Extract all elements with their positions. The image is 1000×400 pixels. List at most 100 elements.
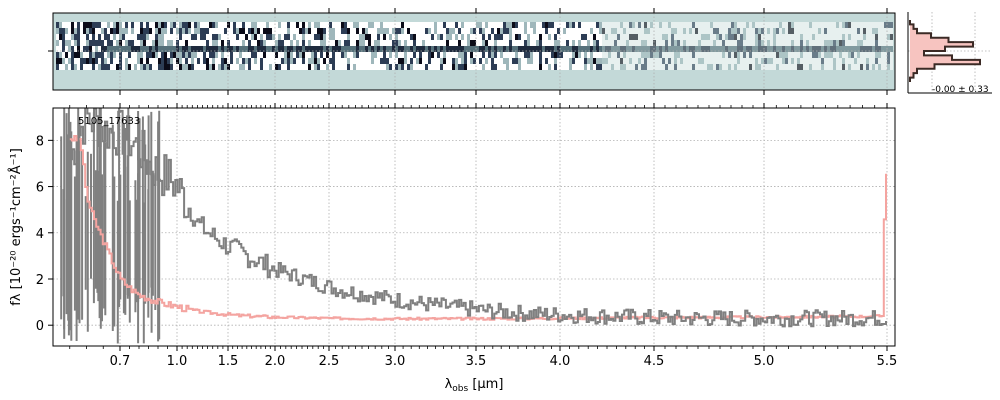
spectrum-2d-pixel — [392, 58, 395, 64]
spectrum-2d-pixel — [305, 46, 308, 52]
spectrum-2d-pixel — [299, 40, 302, 46]
spectrum-2d-pixel — [707, 64, 710, 70]
spectrum-2d-pixel — [680, 58, 683, 64]
spectrum-2d-pixel — [542, 34, 545, 40]
spectrum-2d-pixel — [227, 22, 230, 28]
spectrum-2d-pixel — [716, 40, 719, 46]
spectrum-2d-pixel — [833, 64, 836, 70]
spectrum-2d-pixel — [335, 64, 338, 70]
spectrum-2d-pixel — [230, 40, 233, 46]
spectrum-2d-pixel — [515, 40, 518, 46]
spectrum-2d-pixel — [698, 46, 701, 52]
spectrum-2d-pixel — [95, 52, 98, 58]
spectrum-2d-pixel — [548, 28, 551, 34]
spectrum-2d-pixel — [374, 64, 377, 70]
spectrum-2d-pixel — [251, 34, 254, 40]
spectrum-2d-pixel — [581, 34, 584, 40]
spectrum-2d-pixel — [707, 28, 710, 34]
spectrum-2d-pixel — [689, 64, 692, 70]
spectrum-2d-pixel — [638, 52, 641, 58]
spectrum-2d-pixel — [599, 22, 602, 28]
spectrum-2d-pixel — [437, 52, 440, 58]
spectrum-2d-pixel — [302, 28, 305, 34]
spectrum-2d-pixel — [257, 46, 260, 52]
spectrum-2d-pixel — [302, 34, 305, 40]
spectrum-2d-pixel — [116, 52, 119, 58]
spectrum-2d-pixel — [662, 58, 665, 64]
spectrum-2d-pixel — [686, 58, 689, 64]
spectrum-2d-pixel — [206, 22, 209, 28]
spectrum-2d-pixel — [251, 46, 254, 52]
spectrum-2d-pixel — [659, 40, 662, 46]
spectrum-2d-pixel — [89, 40, 92, 46]
spectrum-2d-pixel — [827, 34, 830, 40]
spectrum-2d-pixel — [167, 28, 170, 34]
spectrum-2d-pixel — [872, 34, 875, 40]
spectrum-2d-pixel — [590, 52, 593, 58]
spectrum-2d-pixel — [578, 40, 581, 46]
spectrum-2d-pixel — [578, 28, 581, 34]
spectrum-2d-pixel — [518, 46, 521, 52]
spectrum-2d-pixel — [344, 52, 347, 58]
spectrum-2d-pixel — [809, 22, 812, 28]
spectrum-2d-pixel — [890, 40, 893, 46]
spectrum-2d-pixel — [569, 52, 572, 58]
spectrum-2d-pixel — [146, 52, 149, 58]
spectrum-2d-pixel — [338, 28, 341, 34]
spectrum-2d-pixel — [524, 58, 527, 64]
spectrum-2d-pixel — [656, 58, 659, 64]
x-tick-label: 1.0 — [167, 354, 188, 369]
spectrum-2d-pixel — [815, 34, 818, 40]
spectrum-2d-pixel — [107, 28, 110, 34]
spectrum-2d-pixel — [248, 28, 251, 34]
spectrum-2d-pixel — [389, 64, 392, 70]
spectrum-2d-pixel — [653, 28, 656, 34]
spectrum-2d-pixel — [350, 34, 353, 40]
spectrum-2d-pixel — [374, 46, 377, 52]
spectrum-2d-pixel — [632, 22, 635, 28]
spectrum-2d-pixel — [755, 34, 758, 40]
spectrum-2d-pixel — [581, 46, 584, 52]
spectrum-2d-pixel — [674, 52, 677, 58]
spectrum-2d-pixel — [245, 64, 248, 70]
spectrum-2d-pixel — [362, 28, 365, 34]
spectrum-2d-pixel — [815, 64, 818, 70]
spectrum-2d-pixel — [875, 46, 878, 52]
spectrum-2d-pixel — [80, 22, 83, 28]
spectrum-2d-pixel — [848, 34, 851, 40]
spectrum-2d-pixel — [590, 34, 593, 40]
spectrum-2d-pixel — [77, 34, 80, 40]
spectrum-2d-pixel — [68, 64, 71, 70]
spectrum-2d-pixel — [818, 40, 821, 46]
spectrum-2d-pixel — [284, 22, 287, 28]
spectrum-2d-pixel — [164, 64, 167, 70]
spectrum-2d-pixel — [668, 46, 671, 52]
spectrum-2d-pixel — [803, 34, 806, 40]
spectrum-2d-pixel — [353, 58, 356, 64]
spectrum-2d-pixel — [494, 46, 497, 52]
spectrum-2d-pixel — [200, 34, 203, 40]
spectrum-2d-pixel — [827, 64, 830, 70]
spectrum-2d-pixel — [389, 40, 392, 46]
spectrum-2d-pixel — [581, 58, 584, 64]
spectrum-2d-pixel — [254, 40, 257, 46]
spectrum-2d-pixel — [830, 52, 833, 58]
spectrum-2d-pixel — [305, 28, 308, 34]
spectrum-2d-pixel — [164, 28, 167, 34]
spectrum-2d-pixel — [692, 52, 695, 58]
spectrum-2d-pixel — [500, 28, 503, 34]
spectrum-2d-pixel — [554, 64, 557, 70]
spectrum-2d-pixel — [383, 34, 386, 40]
spectrum-2d-pixel — [302, 58, 305, 64]
spectrum-2d-pixel — [164, 52, 167, 58]
spectrum-2d-pixel — [668, 58, 671, 64]
spectrum-2d-pixel — [887, 58, 890, 64]
spectrum-2d-pixel — [329, 22, 332, 28]
spectrum-2d-pixel — [362, 22, 365, 28]
spectrum-2d-pixel — [800, 28, 803, 34]
spectrum-2d-pixel — [686, 22, 689, 28]
spectrum-2d-pixel — [242, 34, 245, 40]
spectrum-2d-pixel — [476, 40, 479, 46]
spectrum-2d-pixel — [698, 52, 701, 58]
spectrum-2d-pixel — [254, 28, 257, 34]
